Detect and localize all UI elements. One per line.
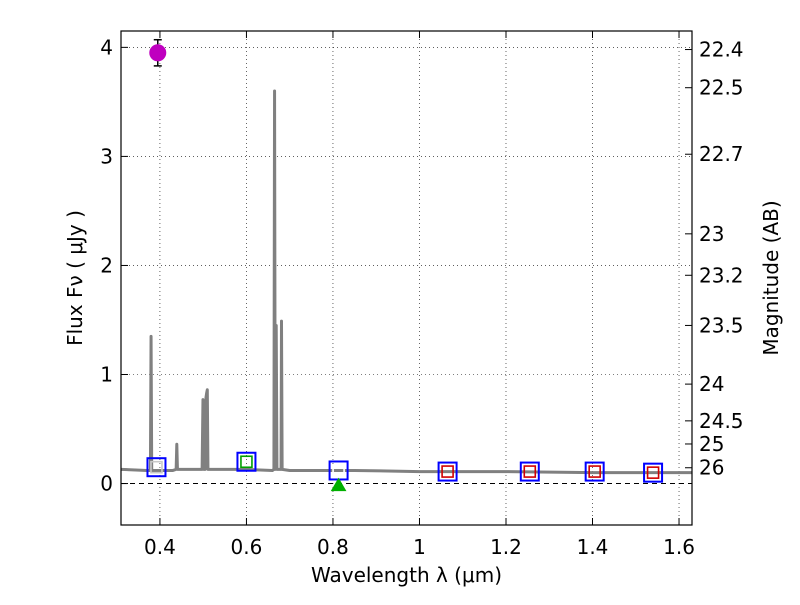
x-tick-label: 0.8	[317, 535, 349, 559]
filter-box-1.54-inner	[646, 466, 660, 479]
filter-box-1.41-outer	[584, 461, 605, 482]
x-axis-ticks: 0.4 0.6 0.8 1 1.2 1.4 1.6	[144, 31, 695, 559]
right-tick-label: 23.5	[699, 313, 744, 337]
filter-box-1.26-outer	[519, 461, 540, 482]
x-tick-label: 1.4	[577, 535, 609, 559]
y-tick-label: 2	[100, 253, 113, 277]
filter-box-1.41	[584, 461, 605, 482]
observed-point	[149, 38, 167, 67]
y-tick-label: 1	[100, 363, 113, 387]
right-tick-label: 22.5	[699, 76, 744, 100]
filter-box-0.60	[236, 451, 257, 472]
y-tick-label: 3	[100, 144, 113, 168]
observed-point-dot	[149, 44, 167, 62]
right-tick-label: 26	[699, 456, 724, 480]
y-tick-label: 0	[100, 472, 113, 496]
filter-box-1.06-inner	[441, 465, 454, 478]
right-axis-label: Magnitude (AB)	[759, 200, 783, 355]
filter-box-1.41-inner	[588, 465, 601, 478]
right-tick-label: 25	[699, 432, 724, 456]
filter-box-1.26	[519, 461, 540, 482]
x-axis-label: Wavelength λ (μm)	[311, 563, 502, 587]
filter-box-0.60-outer	[236, 451, 257, 472]
marker-layer	[146, 38, 664, 492]
x-tick-label: 1	[413, 535, 426, 559]
filter-box-0.39-outer	[146, 457, 167, 478]
right-tick-label: 22.4	[699, 38, 744, 62]
filter-box-1.26-inner	[523, 465, 537, 478]
filter-box-1.54	[643, 462, 664, 483]
filter-box-0.81-inner	[332, 464, 345, 477]
filter-box-1.06-outer	[437, 461, 458, 482]
y-axis-ticks: 0 1 2 3 4	[100, 35, 128, 496]
right-tick-label: 23	[699, 222, 724, 246]
right-tick-label: 24.5	[699, 409, 744, 433]
filter-box-0.60-inner	[240, 455, 253, 469]
filter-box-0.39	[146, 457, 167, 478]
x-tick-label: 0.4	[144, 535, 176, 559]
filter-box-1.54-outer	[643, 462, 664, 483]
filter-box-0.39-inner	[150, 460, 163, 474]
right-tick-label: 24	[699, 372, 724, 396]
upper-limit-triangle	[330, 477, 347, 492]
x-tick-label: 1.6	[663, 535, 695, 559]
plot-frame	[120, 30, 693, 526]
x-tick-label: 0.6	[231, 535, 263, 559]
x-tick-label: 1.2	[490, 535, 522, 559]
right-tick-label: 22.7	[699, 142, 744, 166]
series-layer	[120, 89, 692, 475]
right-tick-label: 23.2	[699, 263, 744, 287]
y-tick-label: 4	[100, 35, 113, 59]
y-axis-label: Flux Fν ( μJy )	[63, 210, 87, 346]
model-spectrum-line	[120, 89, 692, 475]
filter-box-1.06	[437, 461, 458, 482]
